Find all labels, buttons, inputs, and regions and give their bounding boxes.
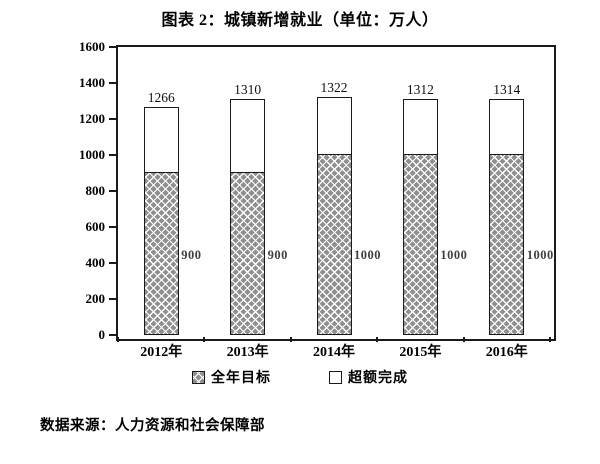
y-axis-tick	[109, 262, 116, 264]
bar-total-label: 1266	[147, 90, 175, 106]
x-axis-tick	[203, 337, 206, 342]
bar-segment-target	[230, 173, 266, 335]
bar-segment-target	[489, 155, 525, 335]
bar-segment-target	[143, 173, 179, 335]
legend-item: 全年目标	[192, 367, 271, 387]
data-source-note: 数据来源：人力资源和社会保障部	[40, 418, 265, 434]
bar-segment-excess	[316, 97, 352, 155]
bar-target-label: 900	[181, 248, 202, 262]
x-axis-tick	[549, 337, 551, 342]
bar-segment-excess	[230, 99, 266, 173]
legend-label: 全年目标	[211, 371, 271, 386]
bar-target-label: 1000	[526, 248, 554, 262]
bar-target-label: 900	[267, 248, 288, 262]
bar-segment-excess	[143, 107, 179, 173]
bar-total-label: 1312	[406, 81, 434, 97]
chart-title: 图表 2：城镇新增就业（单位：万人）	[161, 12, 439, 29]
plot-area	[116, 45, 556, 341]
y-axis-tick	[109, 46, 116, 48]
bar-target-label: 1000	[440, 248, 468, 262]
y-axis-tick-label: 400	[85, 254, 106, 270]
legend-item: 超额完成	[329, 367, 408, 387]
legend-label: 超额完成	[348, 371, 408, 386]
y-axis-tick	[109, 154, 116, 156]
bar-target-label: 1000	[354, 248, 381, 262]
bar-segment-target	[316, 155, 352, 335]
x-axis-category-label: 2013年	[226, 345, 269, 360]
y-axis-tick	[109, 334, 116, 336]
y-axis-tick	[109, 118, 116, 120]
y-axis-tick	[109, 298, 116, 300]
y-axis-tick-label: 1000	[79, 146, 105, 162]
x-axis-category-label: 2014年	[313, 345, 355, 360]
bar-segment-target	[402, 155, 438, 335]
y-axis-tick-label: 1200	[79, 110, 105, 126]
x-axis-category-label: 2015年	[399, 345, 442, 360]
x-axis-category-label: 2012年	[140, 345, 183, 360]
y-axis-tick-label: 600	[85, 218, 106, 234]
y-axis-tick-label: 1600	[79, 38, 105, 54]
y-axis-tick	[109, 190, 116, 192]
x-axis-tick	[117, 337, 119, 342]
x-axis-tick	[376, 337, 379, 342]
bar-total-label: 1314	[493, 81, 521, 97]
bar-total-label: 1310	[234, 82, 262, 98]
bar-total-label: 1322	[320, 80, 348, 95]
legend-white-swatch-icon	[329, 370, 342, 384]
legend-hatch-swatch-icon	[192, 370, 205, 384]
chart-legend: 全年目标 超额完成	[0, 367, 600, 387]
y-axis-tick-label: 800	[85, 182, 106, 198]
y-axis-tick-label: 0	[98, 326, 106, 342]
y-axis-tick	[109, 226, 116, 228]
y-axis-tick-label: 1400	[79, 74, 105, 90]
x-axis-tick	[289, 337, 292, 342]
x-axis-category-label: 2016年	[485, 345, 528, 360]
y-axis-tick	[109, 82, 116, 84]
bar-segment-excess	[402, 98, 438, 155]
x-axis-tick	[462, 337, 465, 342]
y-axis-tick-label: 200	[85, 290, 106, 306]
bar-segment-excess	[489, 98, 525, 155]
